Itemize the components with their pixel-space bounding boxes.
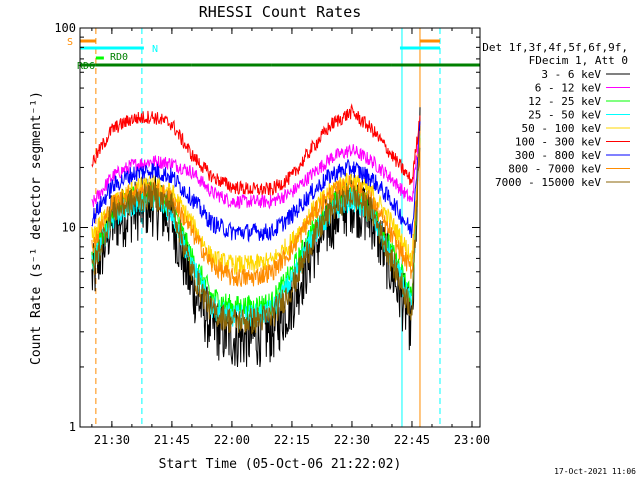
x-tick-label-0: 21:30 [94, 433, 130, 447]
y-tick-label-1: 10 [62, 221, 76, 235]
legend-label-12-25-kev: 12 - 25 keV [528, 95, 601, 108]
legend-label-100-300-kev: 100 - 300 keV [515, 136, 601, 149]
legend-header-line-2: FDecim 1, Att 0 [529, 54, 628, 67]
state-label-s: S [67, 37, 73, 48]
legend-label-6-12-kev: 6 - 12 keV [535, 82, 602, 95]
x-axis-label: Start Time (05-Oct-06 21:22:02) [159, 457, 402, 472]
state-label-n: N [152, 44, 158, 55]
chart-title: RHESSI Count Rates [199, 3, 362, 21]
x-tick-label-2: 22:00 [214, 433, 250, 447]
legend-label-25-50-kev: 25 - 50 keV [528, 109, 601, 122]
legend-label-7000-15000-kev: 7000 - 15000 keV [495, 176, 601, 189]
legend-label-50-100-kev: 50 - 100 keV [522, 122, 602, 135]
generation-timestamp: 17-Oct-2021 11:06 [554, 467, 636, 476]
state-label-rd0: RD0 [110, 52, 128, 63]
state-bars: S N RD0 RD6 [67, 37, 480, 72]
legend-label-800-7000-kev: 800 - 7000 keV [508, 163, 601, 176]
x-tick-label-6: 23:00 [454, 433, 490, 447]
series-line-50-100-kev [91, 132, 421, 275]
series-line-300-800-kev [91, 121, 421, 243]
legend: Det 1f,3f,4f,5f,6f,9f, FDecim 1, Att 0 3… [482, 41, 630, 189]
y-axis-ticks: 1 10 100 [54, 21, 480, 434]
y-tick-label-2: 100 [54, 21, 76, 35]
legend-label-300-800-kev: 300 - 800 keV [515, 149, 601, 162]
series-lines [91, 103, 421, 368]
legend-label-3-6-kev: 3 - 6 keV [541, 68, 601, 81]
series-line-7000-15000-kev [91, 147, 421, 334]
x-tick-label-1: 21:45 [154, 433, 190, 447]
series-line-100-300-kev [91, 103, 421, 196]
x-tick-label-5: 22:45 [394, 433, 430, 447]
legend-header-line-1: Det 1f,3f,4f,5f,6f,9f, [482, 41, 628, 54]
y-tick-label-0: 1 [69, 420, 76, 434]
x-tick-label-3: 22:15 [274, 433, 310, 447]
x-axis-ticks: 21:30 21:45 22:00 22:15 22:30 22:45 23:00 [91, 28, 490, 447]
state-label-rd6: RD6 [77, 61, 95, 72]
x-tick-label-4: 22:30 [334, 433, 370, 447]
y-axis-label: Count Rate (s⁻¹ detector segment⁻¹) [29, 91, 44, 365]
series-line-6-12-kev [91, 123, 421, 210]
